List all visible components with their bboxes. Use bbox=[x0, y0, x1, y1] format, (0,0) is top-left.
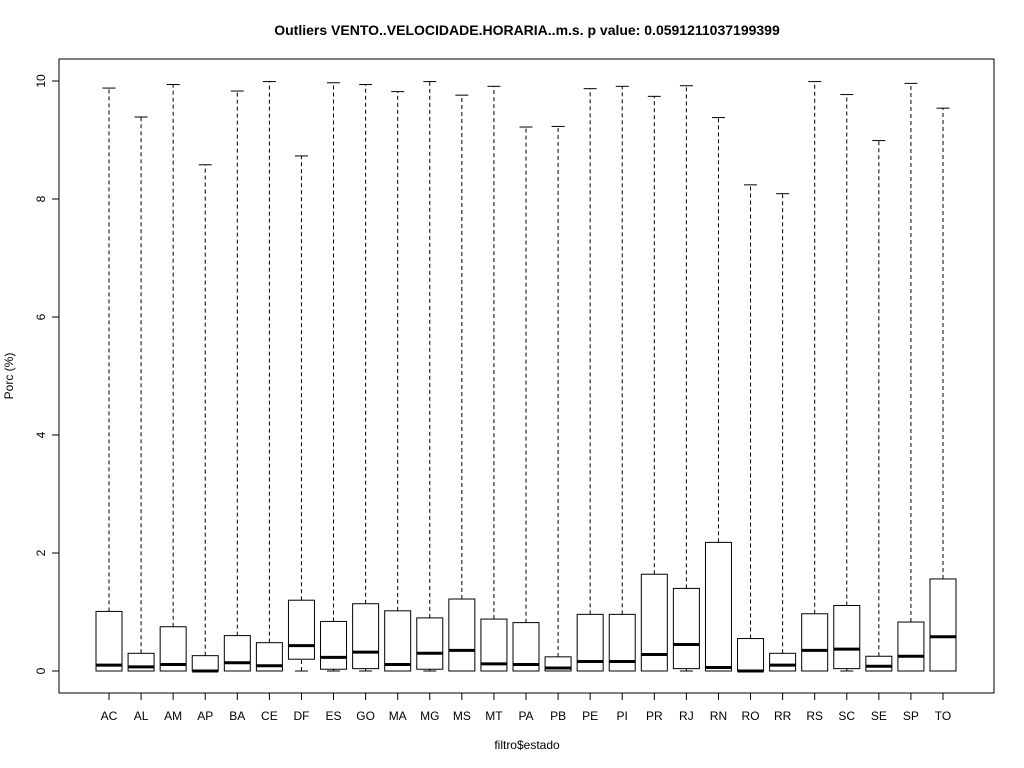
box-body bbox=[801, 613, 829, 672]
box-al bbox=[127, 116, 155, 672]
box-body bbox=[416, 617, 444, 670]
box-body bbox=[640, 573, 668, 672]
x-tick-label: PR bbox=[646, 709, 663, 723]
x-tick-label: SC bbox=[838, 709, 855, 723]
box-body bbox=[480, 618, 508, 672]
box-body bbox=[704, 541, 732, 672]
y-tick-label: 8 bbox=[34, 195, 48, 202]
x-tick-label: RO bbox=[742, 709, 760, 723]
x-tick-label: PA bbox=[518, 709, 533, 723]
box-pa bbox=[512, 126, 540, 672]
box-body bbox=[897, 621, 925, 672]
x-tick-label: CE bbox=[261, 709, 278, 723]
box-ma bbox=[384, 91, 412, 672]
y-tick-label: 4 bbox=[34, 431, 48, 438]
x-tick-label: DF bbox=[293, 709, 309, 723]
x-axis: AC AL AM AP BA CE DF ES GO MA MG MS MT PA PB PE PI PR RJ RN… bbox=[101, 692, 951, 723]
box-body bbox=[737, 638, 765, 672]
box-am bbox=[159, 84, 187, 672]
x-tick-label: RJ bbox=[679, 709, 694, 723]
box-ms bbox=[448, 94, 476, 672]
x-tick-label: ES bbox=[326, 709, 342, 723]
box-ro bbox=[737, 184, 765, 673]
box-rj bbox=[672, 85, 700, 672]
box-sp bbox=[897, 82, 925, 672]
box-mg bbox=[416, 81, 444, 672]
box-rs bbox=[801, 81, 829, 672]
box-body bbox=[384, 610, 412, 672]
x-tick-label: PB bbox=[550, 709, 566, 723]
box-body bbox=[833, 605, 861, 670]
x-tick-label: MT bbox=[485, 709, 503, 723]
x-tick-label: RS bbox=[806, 709, 823, 723]
box-body bbox=[448, 598, 476, 672]
box-mt bbox=[480, 85, 508, 672]
box-body bbox=[95, 610, 123, 672]
box-sc bbox=[833, 94, 861, 672]
box-rn bbox=[704, 117, 732, 672]
box-pi bbox=[608, 85, 636, 672]
box-go bbox=[352, 84, 380, 672]
y-axis: 0 2 4 6 8 10 bbox=[34, 74, 59, 674]
box-es bbox=[320, 82, 348, 672]
x-tick-label: RN bbox=[710, 709, 727, 723]
box-body bbox=[320, 620, 348, 670]
box-se bbox=[865, 140, 893, 672]
box-pb bbox=[544, 125, 572, 672]
box-ac bbox=[95, 87, 123, 672]
x-tick-label: SE bbox=[871, 709, 887, 723]
x-tick-label: TO bbox=[935, 709, 951, 723]
x-tick-label: GO bbox=[356, 709, 375, 723]
box-body bbox=[287, 599, 315, 660]
x-tick-label: BA bbox=[229, 709, 245, 723]
y-axis-label: Porc (%) bbox=[2, 353, 16, 400]
box-body bbox=[191, 655, 219, 672]
box-body bbox=[512, 622, 540, 672]
x-tick-label: SP bbox=[903, 709, 919, 723]
box-body bbox=[769, 652, 797, 672]
x-tick-label: PI bbox=[617, 709, 628, 723]
box-body bbox=[865, 655, 893, 672]
chart-title: Outliers VENTO..VELOCIDADE.HORARIA..m.s.… bbox=[274, 22, 780, 38]
box-df bbox=[287, 155, 315, 672]
x-tick-label: MA bbox=[389, 709, 407, 723]
box-pr bbox=[640, 95, 668, 672]
box-ba bbox=[223, 90, 251, 672]
x-tick-label: MS bbox=[453, 709, 471, 723]
x-tick-label: AC bbox=[101, 709, 118, 723]
box-body bbox=[223, 635, 251, 672]
x-tick-label: AP bbox=[197, 709, 213, 723]
y-tick-label: 6 bbox=[34, 313, 48, 320]
x-tick-label: PE bbox=[582, 709, 598, 723]
x-tick-label: AL bbox=[134, 709, 149, 723]
box-pe bbox=[576, 88, 604, 672]
x-axis-label: filtro$estado bbox=[494, 738, 560, 752]
boxes-group bbox=[95, 81, 957, 673]
box-to bbox=[929, 107, 957, 672]
y-tick-label: 2 bbox=[34, 549, 48, 556]
y-tick-label: 0 bbox=[34, 667, 48, 674]
x-tick-label: MG bbox=[420, 709, 439, 723]
x-tick-label: RR bbox=[774, 709, 792, 723]
box-body bbox=[929, 578, 957, 672]
y-tick-label: 10 bbox=[34, 74, 48, 88]
box-rr bbox=[769, 193, 797, 672]
x-tick-label: AM bbox=[164, 709, 182, 723]
box-body bbox=[352, 603, 380, 670]
box-ap bbox=[191, 164, 219, 673]
box-ce bbox=[255, 81, 283, 672]
box-body bbox=[672, 587, 700, 670]
